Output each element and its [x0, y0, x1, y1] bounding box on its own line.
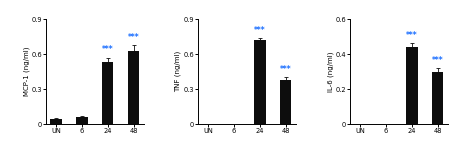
Y-axis label: TNF (ng/ml): TNF (ng/ml): [175, 51, 181, 92]
Bar: [432, 72, 443, 124]
Bar: [254, 40, 266, 124]
Bar: [102, 62, 113, 124]
Bar: [50, 119, 62, 124]
Bar: [128, 51, 139, 124]
Y-axis label: IL-6 (ng/ml): IL-6 (ng/ml): [327, 51, 334, 92]
Text: ***: ***: [102, 45, 113, 54]
Bar: [406, 47, 418, 124]
Text: ***: ***: [432, 56, 443, 65]
Bar: [76, 117, 88, 124]
Text: ***: ***: [280, 65, 292, 74]
Text: ***: ***: [406, 31, 418, 40]
Bar: [280, 80, 292, 124]
Y-axis label: MCP-1 (ng/ml): MCP-1 (ng/ml): [23, 47, 30, 96]
Text: ***: ***: [254, 26, 266, 35]
Text: ***: ***: [128, 33, 139, 42]
